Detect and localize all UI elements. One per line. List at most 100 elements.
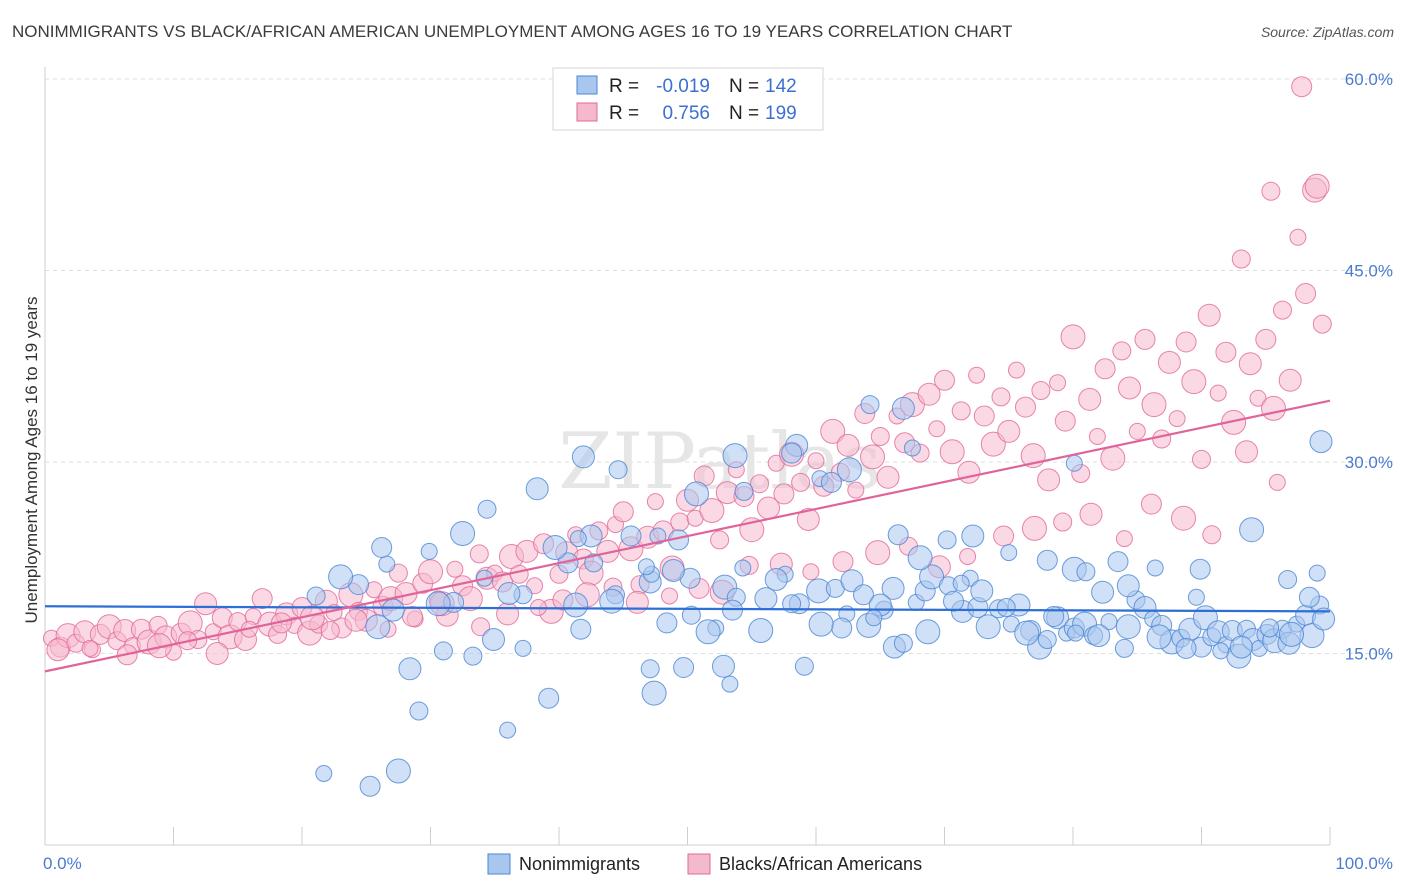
data-point-nonimmigrants [673,657,695,678]
data-point-nonimmigrants [1116,574,1140,598]
data-point-nonimmigrants [542,535,568,560]
data-point-blacks [1128,422,1146,440]
data-point-nonimmigrants [1278,570,1298,589]
data-point-nonimmigrants [420,542,438,560]
data-point-blacks [1022,515,1047,541]
data-point-nonimmigrants [1298,586,1320,608]
data-point-nonimmigrants [721,675,739,693]
data-point-blacks [1295,283,1317,304]
legend-r-value: 0.756 [662,103,710,124]
data-point-nonimmigrants [831,617,853,639]
data-point-nonimmigrants [306,586,326,606]
legend-r-value: -0.019 [656,76,710,97]
data-point-nonimmigrants [907,545,933,571]
data-point-blacks [836,433,860,457]
data-point-nonimmigrants [477,499,497,519]
data-point-blacks [1049,374,1067,392]
data-point-blacks [1115,530,1133,548]
data-point-blacks [773,483,795,505]
data-point-blacks [1078,387,1102,411]
data-point-blacks [1100,445,1126,471]
data-point-nonimmigrants [315,765,333,782]
data-point-blacks [939,439,965,465]
series-nonimmigrants-points [306,395,1336,797]
data-point-nonimmigrants [1239,517,1265,543]
data-point-blacks [1215,341,1237,363]
data-point-nonimmigrants [1212,642,1230,660]
data-point-nonimmigrants [781,442,803,464]
data-point-nonimmigrants [734,481,754,501]
legend-swatch [576,102,598,122]
legend-n-label: N = [729,76,759,97]
data-point-nonimmigrants [608,460,628,480]
data-point-blacks [710,530,730,550]
data-point-blacks [509,564,529,584]
data-point-nonimmigrants [409,701,429,721]
data-point-nonimmigrants [808,611,834,637]
data-point-blacks [1197,303,1221,327]
tick-labels: 15.0% 30.0% 45.0% 60.0% 0.0% 100.0% Unemployme… [22,70,1393,873]
data-point-nonimmigrants [681,605,701,625]
data-point-nonimmigrants [538,687,560,709]
data-point-nonimmigrants [860,395,880,415]
data-point-nonimmigrants [975,614,1001,640]
data-point-nonimmigrants [649,527,667,545]
data-point-blacks [1088,428,1106,445]
legend-n-label: N = [729,103,759,124]
data-point-nonimmigrants [641,680,667,706]
data-point-nonimmigrants [1114,638,1134,658]
data-point-blacks [1231,249,1251,269]
series-legend-swatch[interactable] [687,853,711,875]
correlation-legend: R = -0.019 N = 142 R = 0.756 N = 199 [552,67,824,131]
data-point-blacks [847,481,865,499]
data-point-blacks [344,608,368,632]
data-point-nonimmigrants [1260,618,1280,638]
data-point-blacks [917,382,941,406]
data-point-blacks [802,563,820,581]
data-point-nonimmigrants [328,564,354,590]
data-point-nonimmigrants [820,471,842,493]
data-point-blacks [865,540,891,566]
data-point-blacks [1181,369,1207,395]
data-point-blacks [1202,525,1222,545]
data-point-blacks [832,551,854,573]
legend-swatch [576,75,598,95]
data-point-nonimmigrants [1067,624,1085,642]
x-tick-label: 0.0% [43,854,82,873]
data-point-nonimmigrants [915,619,941,645]
data-point-nonimmigrants [836,457,862,483]
data-point-nonimmigrants [525,477,549,501]
series-legend[interactable]: Nonimmigrants Blacks/African Americans [487,853,922,875]
data-point-nonimmigrants [385,758,411,784]
data-point-blacks [1037,468,1061,492]
data-point-nonimmigrants [1309,430,1333,454]
data-point-blacks [194,592,218,616]
data-point-blacks [1291,76,1313,98]
data-point-nonimmigrants [381,598,405,622]
data-point-nonimmigrants [996,598,1016,617]
data-point-nonimmigrants [1065,454,1083,472]
data-point-blacks [1134,328,1156,350]
data-point-blacks [1261,395,1286,421]
series-legend-label[interactable]: Nonimmigrants [519,854,640,874]
chart-title: NONIMMIGRANTS VS BLACK/AFRICAN AMERICAN … [12,22,1013,41]
data-point-blacks [46,638,70,662]
data-point-nonimmigrants [563,592,589,618]
data-point-blacks [1304,173,1330,199]
series-legend-label[interactable]: Blacks/African Americans [719,854,922,874]
data-point-nonimmigrants [656,612,678,634]
trend-line-nonimmigrants [44,605,1331,613]
data-point-nonimmigrants [943,590,964,612]
data-point-nonimmigrants [1076,562,1096,582]
data-point-blacks [1235,440,1258,464]
data-point-nonimmigrants [903,439,921,457]
series-legend-swatch[interactable] [487,853,511,875]
data-point-blacks [876,465,900,489]
data-point-blacks [928,420,946,438]
data-point-nonimmigrants [661,559,685,582]
data-point-blacks [661,587,678,605]
data-point-nonimmigrants [712,654,735,678]
data-point-blacks [980,431,1006,457]
data-point-nonimmigrants [1146,559,1164,577]
